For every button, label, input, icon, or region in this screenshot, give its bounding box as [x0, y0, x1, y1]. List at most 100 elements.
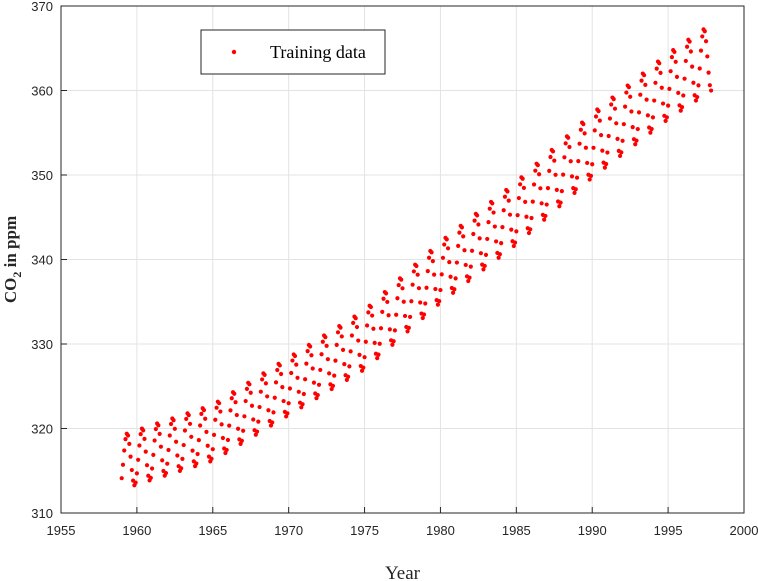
data-point: [530, 199, 535, 204]
data-point: [339, 334, 344, 339]
data-point: [515, 213, 520, 218]
data-point: [574, 175, 580, 180]
data-point: [143, 449, 148, 454]
x-tick-label: 1995: [654, 523, 683, 538]
data-point: [490, 201, 495, 206]
x-tick-label: 1960: [122, 523, 151, 538]
data-point: [437, 299, 442, 304]
data-point: [559, 189, 564, 194]
data-point: [468, 264, 473, 269]
data-point: [351, 320, 356, 325]
data-point: [497, 252, 502, 257]
data-point: [477, 236, 482, 241]
data-point: [430, 258, 435, 264]
data-point: [213, 417, 218, 422]
data-point: [544, 202, 549, 207]
data-point: [214, 405, 219, 410]
y-tick-label: 370: [31, 0, 53, 14]
data-point: [703, 39, 709, 44]
data-point: [172, 426, 177, 431]
data-point: [151, 452, 156, 457]
data-point: [376, 352, 381, 357]
data-point: [381, 296, 386, 301]
data-point: [308, 344, 313, 349]
data-point: [438, 287, 443, 293]
data-point: [394, 312, 399, 317]
data-point: [275, 367, 280, 373]
data-point: [265, 394, 270, 399]
data-point: [362, 355, 367, 360]
data-point: [653, 80, 658, 85]
data-point: [639, 78, 644, 83]
data-point: [315, 392, 320, 398]
data-point: [234, 412, 239, 418]
data-point: [254, 429, 260, 434]
data-point: [424, 285, 429, 290]
x-tick-label: 1965: [198, 523, 227, 538]
data-point: [620, 138, 625, 143]
data-point: [450, 290, 456, 295]
y-axis-label-subscript: 2: [10, 272, 24, 278]
data-point: [690, 64, 695, 69]
data-point: [138, 432, 143, 437]
data-point: [668, 69, 673, 74]
data-point: [224, 447, 229, 453]
y-tick-label: 350: [31, 168, 53, 183]
data-point: [249, 403, 255, 408]
data-point: [476, 222, 481, 227]
data-point: [263, 381, 268, 386]
data-point: [623, 104, 628, 109]
data-point: [638, 92, 643, 97]
legend-box: [200, 29, 386, 75]
data-point: [606, 133, 611, 139]
data-point: [659, 85, 664, 90]
data-point: [323, 335, 328, 340]
data-point: [211, 432, 217, 437]
data-point: [469, 248, 475, 253]
data-point: [385, 299, 390, 305]
data-point: [271, 410, 276, 415]
data-point: [175, 453, 180, 458]
data-point: [244, 386, 250, 391]
data-point: [552, 158, 557, 163]
data-point: [262, 372, 267, 377]
data-point: [630, 125, 635, 130]
data-point: [160, 458, 165, 463]
data-point: [310, 366, 315, 371]
data-point: [295, 375, 300, 380]
data-point: [590, 162, 595, 167]
data-point: [257, 404, 262, 410]
data-point: [688, 49, 693, 54]
data-point: [233, 400, 238, 405]
data-point: [514, 229, 519, 234]
data-point: [554, 187, 559, 192]
data-point: [648, 130, 653, 135]
data-point: [182, 428, 188, 433]
data-point: [144, 463, 150, 468]
data-point: [364, 323, 370, 328]
data-point: [318, 367, 323, 373]
data-point: [605, 150, 610, 155]
legend: Training data: [200, 29, 386, 75]
data-point: [678, 108, 683, 113]
data-point: [432, 272, 437, 277]
y-axis-label: CO2 in ppm: [1, 216, 24, 303]
y-tick-label: 340: [31, 253, 53, 268]
data-point: [502, 194, 508, 199]
data-point: [691, 80, 696, 85]
data-point: [673, 59, 678, 64]
data-point: [348, 349, 353, 354]
data-point: [635, 126, 640, 132]
data-point: [316, 382, 322, 387]
data-point: [679, 105, 685, 110]
data-point: [409, 299, 414, 304]
data-point: [400, 286, 405, 291]
data-point: [281, 398, 286, 404]
data-point: [152, 438, 157, 443]
legend-label: Training data: [270, 42, 366, 62]
data-point: [194, 461, 199, 466]
data-point: [333, 358, 338, 363]
data-point: [644, 97, 649, 102]
data-point: [241, 428, 246, 433]
data-point: [171, 418, 176, 423]
